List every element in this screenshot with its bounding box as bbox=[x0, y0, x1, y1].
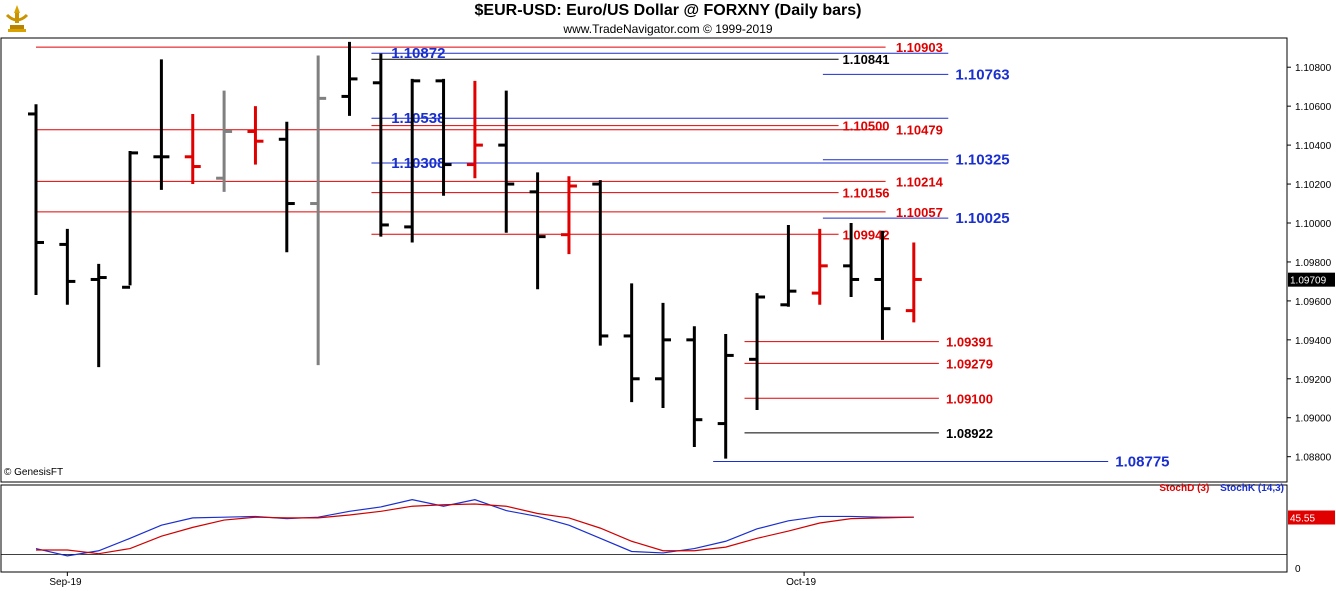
ohlc-bar bbox=[843, 223, 860, 297]
ohlc-bar bbox=[278, 121, 295, 253]
y-tick-label: 1.10600 bbox=[1295, 102, 1332, 113]
level-label-1.10872: 1.10872 bbox=[391, 45, 445, 62]
ohlc-bar bbox=[372, 53, 389, 237]
ohlc-bar bbox=[686, 326, 703, 447]
legend-stochd: StochD (3) bbox=[1159, 483, 1210, 494]
ohlc-bar bbox=[59, 228, 76, 305]
stoch-panel-frame bbox=[0, 484, 1288, 573]
ohlc-bar bbox=[529, 172, 546, 290]
level-label-1.10308: 1.10308 bbox=[391, 155, 445, 172]
last-price-label: 1.09709 bbox=[1290, 276, 1327, 287]
level-label-1.09391: 1.09391 bbox=[946, 335, 993, 350]
ohlc-bar bbox=[623, 283, 640, 403]
stoch-last-value-label: 45.55 bbox=[1290, 513, 1315, 524]
x-tick-label: Oct-19 bbox=[786, 577, 816, 588]
last-price-box bbox=[1288, 272, 1335, 287]
ohlc-bar bbox=[216, 90, 233, 192]
chart-subtitle: www.TradeNavigator.com © 1999-2019 bbox=[563, 22, 773, 36]
ohlc-bar bbox=[466, 80, 483, 179]
level-label-1.10538: 1.10538 bbox=[391, 110, 445, 127]
ohlc-bar bbox=[655, 302, 671, 408]
ohlc-bar bbox=[435, 78, 452, 196]
stochd-line bbox=[36, 503, 914, 555]
level-label-1.10025: 1.10025 bbox=[955, 210, 1009, 227]
ohlc-bar bbox=[811, 228, 828, 305]
y-tick-label: 1.10200 bbox=[1295, 180, 1332, 191]
ohlc-bar bbox=[122, 150, 139, 289]
ohlc-bar bbox=[560, 176, 577, 255]
ohlc-bar bbox=[905, 242, 922, 323]
y-tick-label: 1.09600 bbox=[1295, 297, 1332, 308]
chart-title: $EUR-USD: Euro/US Dollar @ FORXNY (Daily… bbox=[474, 2, 862, 19]
y-tick-label: 1.09000 bbox=[1295, 414, 1332, 425]
y-tick-label: 1.10000 bbox=[1295, 219, 1332, 230]
ohlc-bar bbox=[592, 180, 609, 346]
stoch-last-value-box bbox=[1288, 510, 1335, 525]
ohlc-bar bbox=[247, 106, 264, 165]
ohlc-bar bbox=[874, 230, 891, 340]
ohlc-bar bbox=[780, 224, 797, 307]
y-tick-label: 1.10400 bbox=[1295, 141, 1332, 152]
level-label-1.10325: 1.10325 bbox=[955, 152, 1009, 169]
level-label-1.10500: 1.10500 bbox=[843, 119, 890, 134]
ohlc-bar bbox=[498, 90, 515, 233]
level-label-1.10057: 1.10057 bbox=[896, 205, 943, 220]
level-label-1.08922: 1.08922 bbox=[946, 426, 993, 441]
price-panel-frame bbox=[0, 37, 1288, 483]
level-label-1.10903: 1.10903 bbox=[896, 40, 943, 55]
y-tick-label: 1.09400 bbox=[1295, 336, 1332, 347]
copyright-label: © GenesisFT bbox=[4, 467, 64, 478]
level-label-1.08775: 1.08775 bbox=[1115, 454, 1169, 471]
ohlc-bar bbox=[404, 78, 421, 243]
y-tick-label: 1.10800 bbox=[1295, 63, 1332, 74]
level-label-1.10214: 1.10214 bbox=[896, 174, 944, 189]
ohlc-bar bbox=[153, 59, 170, 190]
level-label-1.09942: 1.09942 bbox=[843, 227, 890, 242]
ohlc-bar bbox=[749, 293, 766, 410]
level-label-1.10763: 1.10763 bbox=[955, 66, 1009, 83]
ohlc-bar bbox=[310, 55, 327, 366]
gold-trophy-logo-icon bbox=[3, 3, 31, 33]
ohlc-bar bbox=[90, 263, 107, 368]
stoch-legend: StochD (3) StochK (14,3) bbox=[1159, 483, 1284, 494]
y-tick-label: 1.09200 bbox=[1295, 375, 1332, 386]
ohlc-bar bbox=[717, 334, 734, 459]
stochk-line bbox=[35, 499, 914, 557]
level-label-1.10156: 1.10156 bbox=[843, 186, 890, 201]
ohlc-bar bbox=[341, 41, 358, 116]
stoch-y-tick-label: 0 bbox=[1295, 564, 1301, 575]
level-label-1.09100: 1.09100 bbox=[946, 391, 993, 406]
ohlc-bar bbox=[184, 113, 201, 185]
ohlc-bar bbox=[28, 104, 44, 296]
level-label-1.10841: 1.10841 bbox=[843, 52, 890, 67]
level-label-1.09279: 1.09279 bbox=[946, 356, 993, 371]
x-tick-label: Sep-19 bbox=[49, 577, 82, 588]
y-tick-label: 1.09800 bbox=[1295, 258, 1332, 269]
y-tick-label: 1.08800 bbox=[1295, 453, 1332, 464]
level-label-1.10479: 1.10479 bbox=[896, 123, 943, 138]
legend-stochk: StochK (14,3) bbox=[1220, 483, 1284, 494]
